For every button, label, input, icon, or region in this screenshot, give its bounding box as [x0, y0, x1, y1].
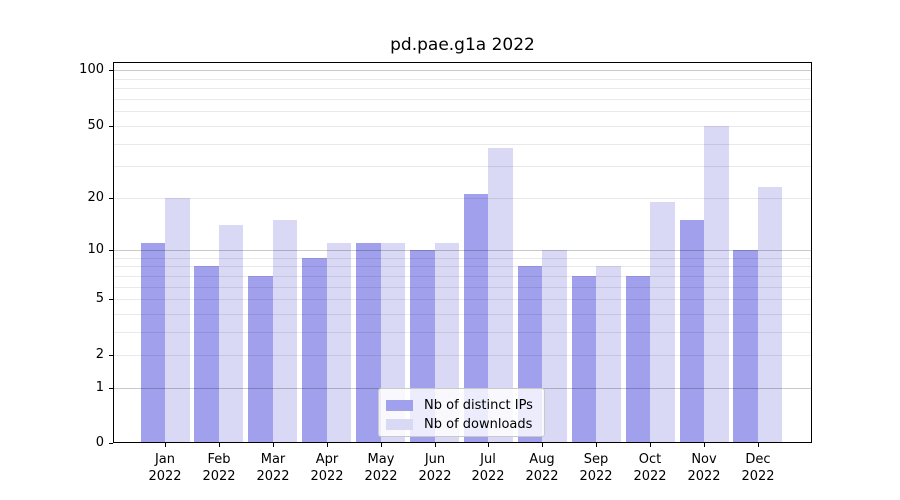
- x-tick-label-jan: Jan 2022: [148, 452, 182, 484]
- y-tick-label-1: 1: [95, 380, 104, 395]
- x-tick-mark-dec: [758, 443, 759, 447]
- bar-downloads-sep: [596, 266, 621, 443]
- y-tick-mark-10: [109, 250, 113, 251]
- x-tick-label-mar: Mar 2022: [256, 452, 290, 484]
- x-tick-label-oct: Oct 2022: [633, 452, 667, 484]
- x-tick-mark-nov: [704, 443, 705, 447]
- x-tick-mark-jan: [165, 443, 166, 447]
- bar-downloads-feb: [218, 225, 244, 443]
- y-tick-mark-1: [109, 388, 113, 389]
- y-tick-label-10: 10: [87, 242, 104, 257]
- y-tick-mark-100: [109, 70, 113, 71]
- x-tick-mark-jun: [435, 443, 436, 447]
- legend-item-downloads: Nb of downloads: [379, 415, 544, 434]
- y-tick-mark-50: [109, 126, 113, 127]
- bar-downloads-nov: [704, 125, 729, 443]
- bar-distinct-ips-may: [356, 243, 381, 443]
- bar-downloads-jan: [165, 197, 190, 443]
- x-tick-label-jul: Jul 2022: [471, 452, 505, 484]
- bar-distinct-ips-oct: [625, 275, 651, 443]
- bar-distinct-ips-mar: [248, 275, 273, 443]
- bar-downloads-apr: [326, 243, 352, 443]
- y-tick-mark-2: [109, 355, 113, 356]
- y-tick-label-2: 2: [95, 347, 104, 362]
- x-tick-mark-apr: [327, 443, 328, 447]
- legend-swatch-downloads: [386, 419, 413, 430]
- x-tick-mark-sep: [596, 443, 597, 447]
- x-tick-label-jun: Jun 2022: [418, 452, 452, 484]
- x-tick-label-feb: Feb 2022: [202, 452, 236, 484]
- y-tick-mark-5: [109, 299, 113, 300]
- bar-downloads-aug: [542, 250, 567, 443]
- bar-distinct-ips-sep: [571, 275, 597, 443]
- legend: Nb of distinct IPs Nb of downloads: [378, 388, 545, 437]
- x-tick-mark-feb: [219, 443, 220, 447]
- y-tick-label-5: 5: [95, 291, 104, 306]
- y-tick-label-100: 100: [79, 62, 104, 77]
- x-tick-mark-mar: [273, 443, 274, 447]
- bar-downloads-oct: [650, 201, 675, 443]
- bar-distinct-ips-dec: [733, 250, 758, 443]
- legend-label-distinct-ips: Nb of distinct IPs: [424, 398, 533, 413]
- x-tick-mark-oct: [650, 443, 651, 447]
- x-tick-mark-jul: [488, 443, 489, 447]
- bar-distinct-ips-feb: [194, 266, 219, 443]
- legend-item-distinct-ips: Nb of distinct IPs: [379, 396, 544, 415]
- bar-distinct-ips-apr: [302, 257, 327, 443]
- y-tick-mark-0: [109, 443, 113, 444]
- bar-distinct-ips-jan: [140, 243, 165, 443]
- chart-title: pd.pae.g1a 2022: [390, 35, 535, 55]
- x-tick-label-may: May 2022: [364, 452, 398, 484]
- legend-swatch-distinct-ips: [386, 400, 413, 411]
- x-tick-label-apr: Apr 2022: [310, 452, 344, 484]
- x-tick-label-sep: Sep 2022: [579, 452, 613, 484]
- x-tick-label-dec: Dec 2022: [741, 452, 775, 484]
- legend-label-downloads: Nb of downloads: [424, 417, 533, 432]
- x-tick-mark-aug: [542, 443, 543, 447]
- y-tick-label-0: 0: [95, 435, 104, 450]
- y-tick-label-50: 50: [87, 118, 104, 133]
- x-tick-mark-may: [381, 443, 382, 447]
- x-tick-label-nov: Nov 2022: [687, 452, 721, 484]
- y-tick-label-20: 20: [87, 190, 104, 205]
- bar-distinct-ips-nov: [679, 219, 704, 443]
- y-tick-mark-20: [109, 198, 113, 199]
- bar-downloads-mar: [272, 219, 298, 443]
- x-tick-label-aug: Aug 2022: [525, 452, 559, 484]
- bar-downloads-dec: [757, 186, 783, 443]
